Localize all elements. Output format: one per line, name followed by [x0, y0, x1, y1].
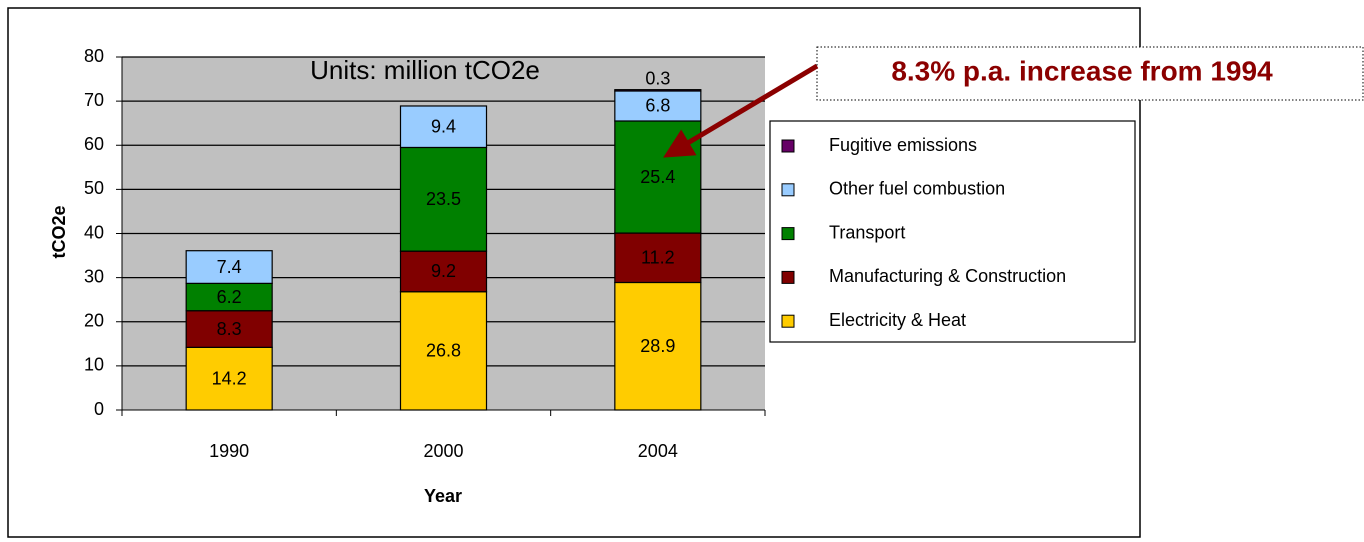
annotation-box [816, 46, 1364, 101]
x-tick-label: 2004 [638, 441, 678, 461]
x-axis-label: Year [424, 486, 462, 506]
data-label: 28.9 [640, 336, 675, 356]
bar-segment [185, 250, 273, 284]
legend [769, 120, 1136, 343]
y-tick-label: 80 [84, 46, 104, 66]
bar-segment [185, 282, 273, 312]
y-tick-label: 30 [84, 266, 104, 286]
data-label: 25.4 [640, 167, 675, 187]
y-tick-label: 60 [84, 134, 104, 154]
data-label: 6.2 [217, 287, 242, 307]
y-tick-label: 70 [84, 90, 104, 110]
bar-segment [614, 90, 702, 122]
y-tick-label: 0 [94, 399, 104, 419]
legend-swatch [781, 183, 795, 197]
chart-title: Units: million tCO2e [310, 55, 540, 85]
bar-segment [185, 346, 273, 411]
y-tick-label: 40 [84, 222, 104, 242]
bar-segment [399, 105, 488, 149]
data-label: 23.5 [426, 189, 461, 209]
data-label: 6.8 [645, 96, 670, 116]
x-tick-label: 1990 [209, 441, 249, 461]
data-label: 8.3 [217, 319, 242, 339]
data-label: 9.2 [431, 261, 456, 281]
legend-swatch [781, 139, 795, 153]
annotation: 8.3% p.a. increase from 1994 [891, 55, 1273, 86]
legend-label: Fugitive emissions [829, 135, 977, 155]
data-label: 26.8 [426, 341, 461, 361]
legend-label: Manufacturing & Construction [829, 266, 1066, 286]
data-label: 0.3 [645, 68, 670, 88]
legend-label: Other fuel combustion [829, 179, 1005, 199]
bar-segment [399, 250, 488, 293]
data-label: 11.2 [641, 248, 675, 268]
y-tick-label: 50 [84, 178, 104, 198]
legend-label: Electricity & Heat [829, 310, 966, 330]
legend-swatch [781, 314, 795, 328]
data-label: 7.4 [217, 257, 242, 277]
legend-swatch [781, 270, 795, 284]
annotation-arrow [663, 63, 819, 158]
y-tick-label: 10 [84, 355, 104, 375]
legend-swatch [781, 227, 795, 241]
x-tick-label: 2000 [423, 441, 463, 461]
bar-segment [185, 310, 273, 348]
y-axis-label: tCO2e [49, 205, 69, 258]
bar-segment [614, 89, 702, 92]
y-tick-label: 20 [84, 311, 104, 331]
data-label: 14.2 [212, 368, 247, 388]
bar-segment [614, 120, 702, 234]
bar-segment [614, 281, 702, 411]
bar-segment [399, 291, 488, 411]
legend-label: Transport [829, 222, 905, 242]
data-label: 9.4 [431, 116, 456, 136]
bar-segment [614, 232, 702, 284]
